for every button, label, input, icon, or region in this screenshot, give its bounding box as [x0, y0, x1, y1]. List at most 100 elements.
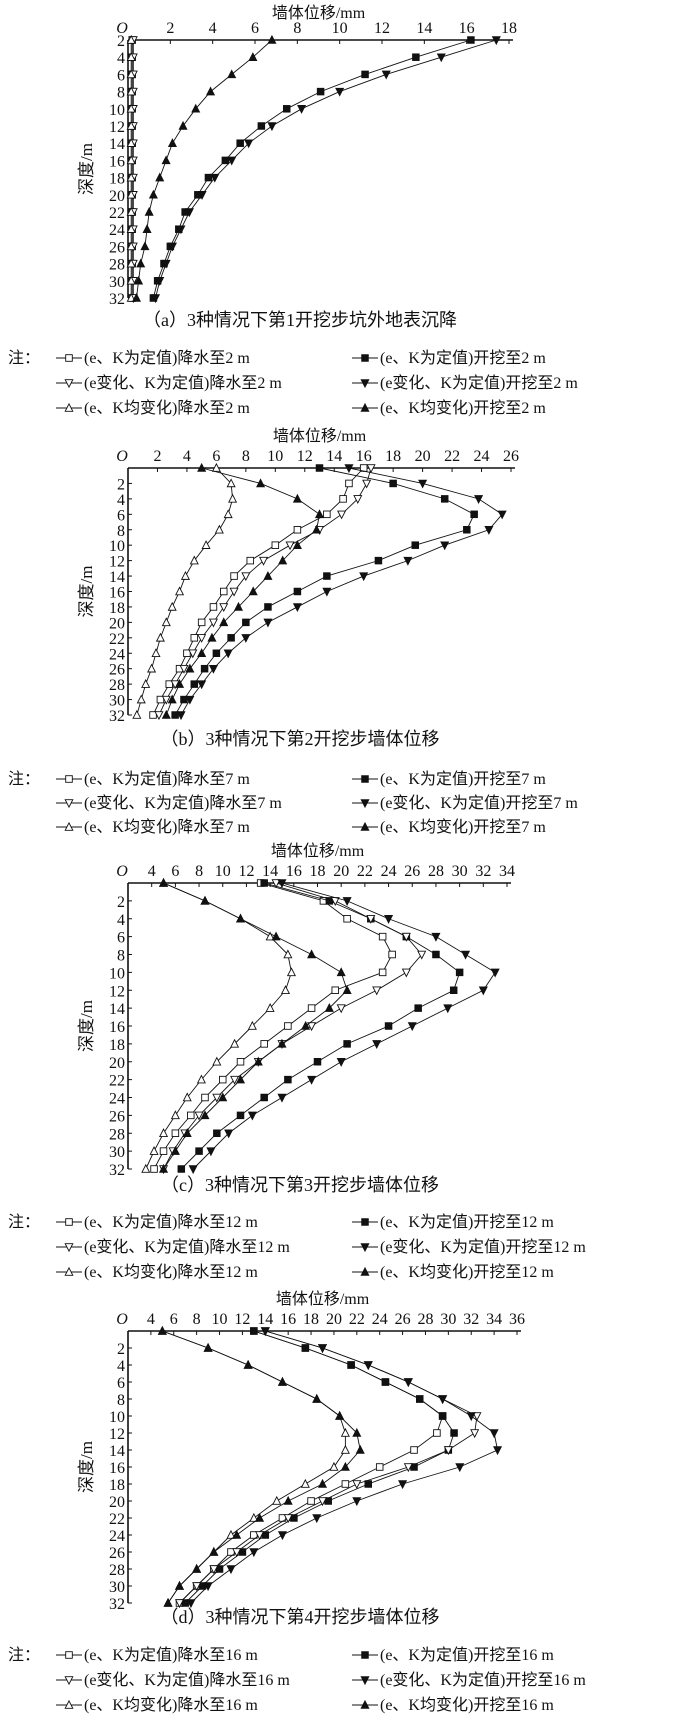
data-point: [228, 493, 238, 503]
data-point: [342, 897, 352, 906]
data-point: [474, 495, 484, 504]
legend-label: (e变化、K为定值)降水至16 m: [84, 1671, 290, 1689]
data-point: [141, 679, 151, 688]
x-tick-label: 24: [381, 863, 397, 880]
data-point: [339, 495, 347, 503]
series-line: [163, 882, 423, 1170]
x-tick-label: 8: [195, 863, 203, 880]
y-tick-label: 18: [109, 1477, 125, 1494]
x-tick-label: 10: [267, 448, 283, 465]
series-line: [162, 1330, 346, 1604]
data-point: [190, 634, 199, 642]
x-tick-label: 8: [193, 1311, 201, 1328]
data-point: [449, 986, 458, 995]
note-label: 注：: [8, 349, 40, 367]
x-tick-label: 18: [385, 448, 401, 465]
x-tick-label: 10: [332, 20, 348, 37]
x-tick-label: 6: [171, 863, 179, 880]
series-3: [188, 879, 500, 1175]
data-point: [490, 968, 500, 978]
y-tick-label: 8: [117, 1392, 125, 1409]
data-point: [126, 103, 136, 113]
data-point: [161, 695, 171, 705]
data-point: [230, 572, 238, 580]
chart-b: 墙体位移/mmO 2 4 6 8 10 12 14 16 18 20 22 24 262468101214…: [8, 427, 578, 836]
data-point: [322, 587, 332, 597]
data-point: [212, 1093, 222, 1103]
data-point: [278, 555, 288, 565]
data-point: [206, 1147, 216, 1157]
x-tick-label: 36: [509, 1311, 525, 1328]
data-point: [212, 1056, 222, 1066]
y-tick-label: 28: [109, 1126, 125, 1143]
legend-item: (e、K均变化)降水至2 m: [56, 399, 250, 417]
legend-item: (e变化、K为定值)开挖至7 m: [352, 794, 578, 812]
data-point: [264, 603, 272, 611]
data-point: [241, 572, 251, 582]
x-tick-label: 2: [166, 20, 174, 37]
data-point: [227, 69, 237, 79]
x-tick-label: 26: [503, 448, 519, 465]
data-point: [161, 617, 171, 627]
y-tick-label: 6: [117, 507, 125, 524]
data-point: [182, 1092, 192, 1102]
y-tick-label: 24: [109, 222, 125, 239]
data-point: [184, 208, 194, 218]
series-5: [131, 34, 277, 302]
data-point: [277, 879, 287, 889]
data-point: [384, 1022, 393, 1030]
data-point: [388, 950, 396, 959]
series-1: [149, 36, 475, 302]
y-axis-title: 深度/m: [77, 566, 96, 618]
legend-label: (e、K均变化)降水至16 m: [84, 1696, 258, 1714]
data-point: [175, 679, 185, 688]
data-point: [470, 1429, 480, 1439]
data-point: [255, 1512, 265, 1522]
y-tick-label: 30: [109, 1144, 125, 1161]
data-point: [314, 509, 325, 519]
data-point: [155, 172, 165, 182]
data-point: [443, 1446, 453, 1456]
data-point: [293, 526, 302, 534]
data-point: [246, 556, 255, 565]
y-tick-label: 18: [109, 1037, 125, 1054]
legend-item: (e、K为定值)降水至16 m: [56, 1646, 258, 1664]
data-point: [140, 241, 150, 251]
x-tick-label: 16: [356, 448, 372, 465]
data-point: [214, 524, 224, 534]
data-point: [272, 1495, 282, 1505]
series-line: [180, 882, 461, 1170]
data-point: [256, 478, 266, 488]
data-point: [197, 634, 207, 643]
data-point: [325, 897, 334, 905]
data-point: [361, 70, 369, 79]
data-point: [257, 122, 266, 130]
origin-label: O: [116, 863, 128, 880]
data-point: [255, 1531, 265, 1541]
series-4: [157, 1325, 350, 1607]
series-1: [177, 879, 464, 1173]
series-3: [186, 1327, 503, 1609]
y-tick-label: 6: [117, 1375, 125, 1392]
legend-label: (e、K为定值)开挖至12 m: [380, 1213, 554, 1231]
data-point: [233, 601, 244, 611]
data-point: [154, 711, 164, 721]
legend: 注： (e、K为定值)降水至2 m (e、K为定值)开挖至2 m (e变化、K为定值)…: [8, 349, 578, 417]
data-point: [440, 495, 449, 503]
data-point: [313, 1057, 322, 1066]
series-line: [152, 39, 472, 299]
origin-label: O: [116, 1311, 128, 1328]
x-tick-label: 8: [242, 448, 250, 465]
data-point: [226, 1565, 236, 1575]
data-point: [232, 1548, 242, 1558]
legend: 注： (e、K为定值)降水至7 m (e、K为定值)开挖至7 m (e变化、K为定值)…: [8, 770, 578, 836]
legend-label: (e、K均变化)开挖至16 m: [380, 1696, 554, 1714]
data-point: [180, 570, 190, 580]
data-point: [186, 1599, 196, 1609]
data-point: [188, 649, 198, 659]
data-point: [223, 649, 233, 659]
chart-caption: （b）3种情况下第2开挖步墙体位移: [161, 729, 440, 749]
data-point: [223, 509, 233, 519]
data-point: [355, 1444, 365, 1454]
data-point: [267, 34, 277, 44]
